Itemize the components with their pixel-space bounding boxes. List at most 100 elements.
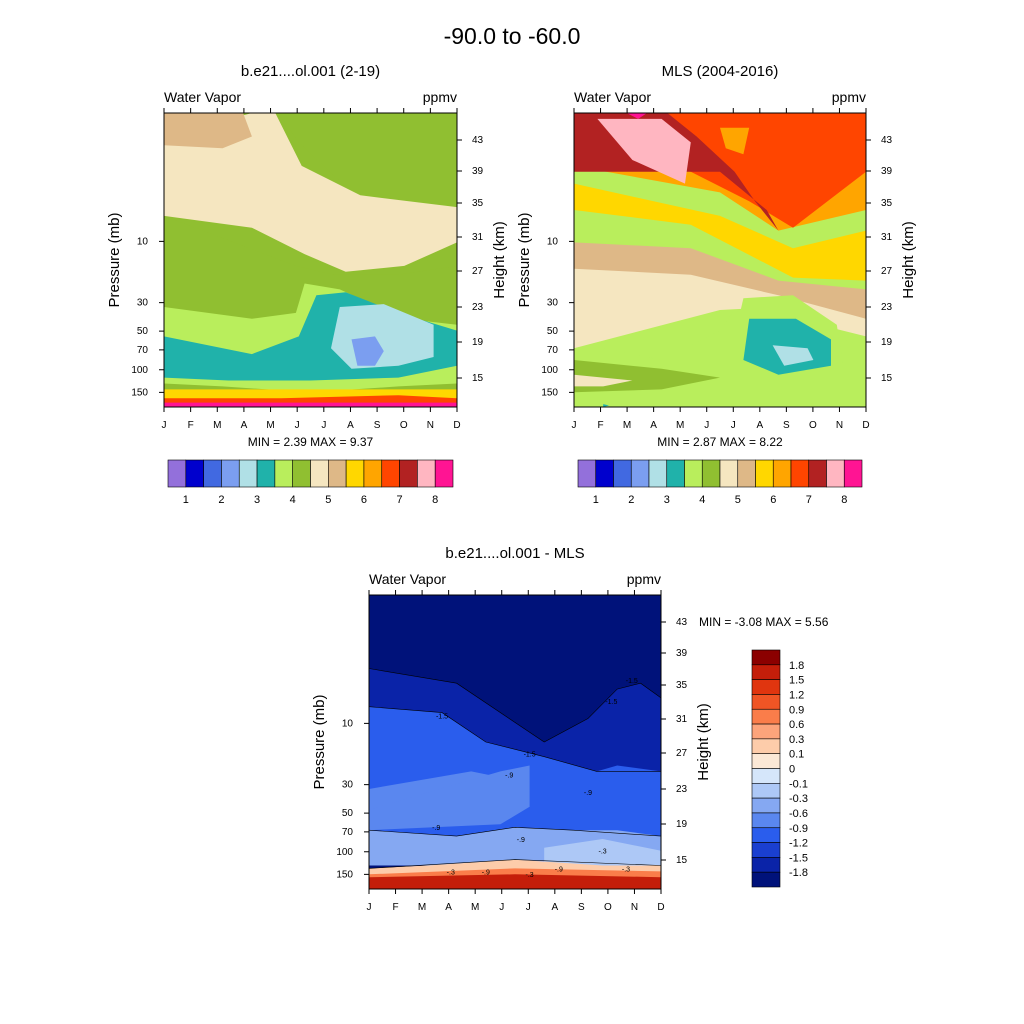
field-region bbox=[369, 874, 661, 889]
colorbar-swatch bbox=[843, 459, 863, 488]
colorbar-swatch bbox=[701, 459, 721, 488]
colorbar-swatch bbox=[399, 459, 418, 488]
colorbar-label: -1.8 bbox=[789, 867, 808, 879]
field-region bbox=[597, 118, 691, 184]
colorbar-label: 4 bbox=[699, 494, 705, 506]
colorbar-swatch bbox=[751, 708, 781, 725]
x-tick-label: N bbox=[427, 420, 434, 431]
chart-title: MLS (2004-2016) bbox=[662, 63, 779, 80]
x-tick-label: J bbox=[162, 420, 167, 431]
colorbar-label: -0.6 bbox=[789, 808, 808, 820]
y-tick-label: 30 bbox=[137, 298, 149, 309]
x-tick-label: A bbox=[551, 902, 558, 913]
y2-tick-label: 39 bbox=[881, 166, 893, 177]
x-tick-label: M bbox=[266, 420, 274, 431]
chart-title: b.e21....ol.001 - MLS bbox=[445, 545, 584, 562]
field-region bbox=[772, 345, 814, 366]
colorbar-label: 1.5 bbox=[789, 675, 804, 687]
colorbar-swatch bbox=[751, 738, 781, 754]
x-tick-label: N bbox=[631, 902, 638, 913]
field-region bbox=[164, 113, 457, 272]
colorbar-label: 1.8 bbox=[789, 660, 804, 672]
field-region bbox=[544, 839, 661, 866]
y-axis-title: Pressure (mb) bbox=[106, 212, 123, 307]
colorbar-label: 0.9 bbox=[789, 704, 804, 716]
x-tick-label: D bbox=[862, 420, 869, 431]
contour-line bbox=[369, 826, 661, 837]
y-tick-label: 150 bbox=[131, 387, 148, 398]
x-tick-label: M bbox=[623, 420, 631, 431]
colorbar-swatch bbox=[203, 459, 222, 488]
filled-contours bbox=[574, 113, 866, 407]
colorbar-swatch bbox=[826, 459, 845, 488]
field-region bbox=[603, 404, 609, 407]
contour-label: -1.5 bbox=[436, 713, 448, 720]
colorbar-label: 2 bbox=[628, 494, 634, 506]
colorbar-swatch bbox=[751, 783, 781, 799]
colorbar-label: 1 bbox=[183, 494, 189, 506]
y-tick-label: 150 bbox=[541, 387, 558, 398]
colorbar-swatch bbox=[666, 459, 685, 488]
variable-label: Water Vapor bbox=[574, 89, 651, 105]
x-tick-label: O bbox=[604, 902, 612, 913]
colorbar-swatch bbox=[790, 459, 810, 488]
colorbar-label: 3 bbox=[664, 494, 670, 506]
colorbar-label: 3 bbox=[254, 494, 260, 506]
colorbar-label: 2 bbox=[218, 494, 224, 506]
colorbar-swatch bbox=[363, 459, 383, 488]
colorbar-swatch bbox=[595, 459, 614, 488]
contour-label: -.9 bbox=[555, 866, 563, 873]
contour-label: -1.5 bbox=[524, 752, 536, 759]
colorbar-label: 7 bbox=[806, 494, 812, 506]
colorbar-swatch bbox=[381, 459, 400, 488]
filled-contours bbox=[164, 113, 457, 407]
y-tick-label: 100 bbox=[541, 365, 558, 376]
colorbar-swatch bbox=[292, 459, 311, 488]
y-tick-label: 100 bbox=[336, 847, 353, 858]
y2-tick-label: 43 bbox=[881, 135, 893, 146]
x-tick-label: J bbox=[321, 420, 326, 431]
colorbar-swatch bbox=[751, 842, 781, 858]
contour-label: -1.5 bbox=[605, 699, 617, 706]
colorbar-swatch bbox=[751, 871, 781, 888]
contour-label: -.3 bbox=[526, 872, 534, 879]
x-tick-label: S bbox=[374, 420, 381, 431]
colorbar-swatch bbox=[751, 797, 781, 814]
x-tick-label: J bbox=[731, 420, 736, 431]
x-tick-label: J bbox=[295, 420, 300, 431]
y2-tick-label: 43 bbox=[472, 135, 484, 146]
colorbar-swatch bbox=[434, 459, 454, 488]
contour-line bbox=[369, 668, 661, 743]
contour-label: -.9 bbox=[482, 869, 490, 876]
units-label: ppmv bbox=[627, 571, 661, 587]
x-tick-label: D bbox=[657, 902, 664, 913]
colorbar-label: 6 bbox=[361, 494, 367, 506]
plot-frame bbox=[163, 112, 458, 408]
plot-frame bbox=[368, 594, 662, 890]
x-tick-label: A bbox=[650, 420, 657, 431]
contour-label: -.3 bbox=[622, 866, 630, 873]
colorbar-label: 1.2 bbox=[789, 689, 804, 701]
field-region bbox=[720, 127, 750, 155]
colorbar-label: -1.2 bbox=[789, 838, 808, 850]
colorbar-swatch bbox=[417, 459, 436, 488]
contour-label: -1.5 bbox=[626, 678, 638, 685]
colorbar-swatch bbox=[256, 459, 276, 488]
y2-tick-label: 23 bbox=[472, 302, 484, 313]
colorbar-label: -1.5 bbox=[789, 852, 808, 864]
colorbar-label: 0 bbox=[789, 764, 795, 776]
colorbar-label: 0.1 bbox=[789, 749, 804, 761]
x-tick-label: O bbox=[400, 420, 408, 431]
field-region bbox=[369, 765, 530, 831]
y-tick-label: 50 bbox=[547, 326, 559, 337]
x-tick-label: A bbox=[241, 420, 248, 431]
colorbar-label: 0.6 bbox=[789, 719, 804, 731]
colorbar-swatch bbox=[630, 459, 650, 488]
field-region bbox=[164, 113, 252, 149]
x-tick-label: M bbox=[676, 420, 684, 431]
x-tick-label: F bbox=[392, 902, 398, 913]
colorbar-swatch bbox=[751, 664, 781, 680]
min-max-stats: MIN = -3.08 MAX = 5.56 bbox=[699, 615, 829, 629]
y2-tick-label: 23 bbox=[881, 302, 893, 313]
colorbar-swatch bbox=[751, 679, 781, 695]
